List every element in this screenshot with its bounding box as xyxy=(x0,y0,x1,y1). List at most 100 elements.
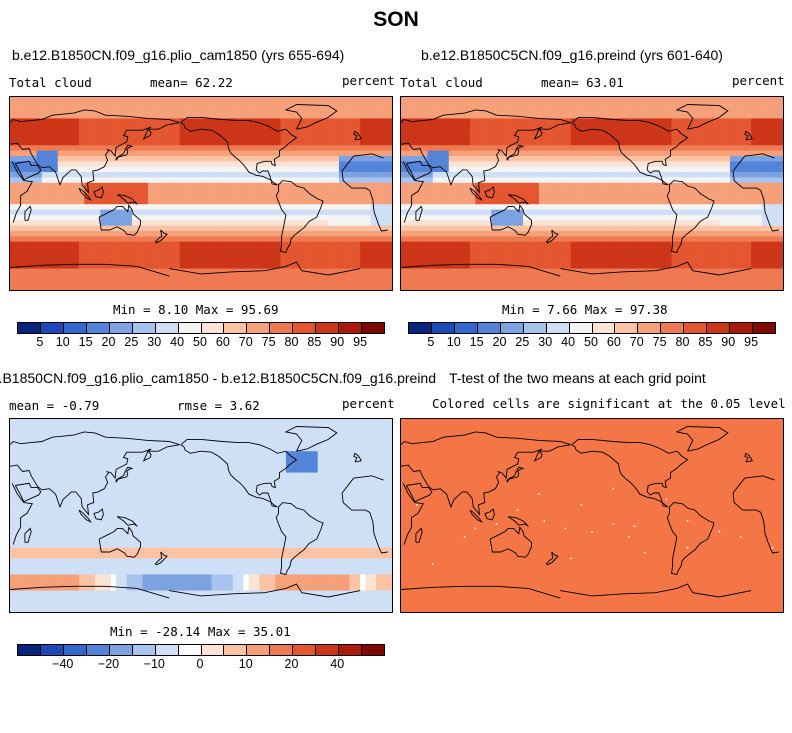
field-cell xyxy=(147,118,154,125)
field-cell xyxy=(132,139,138,146)
field-cell xyxy=(10,155,16,162)
field-cell xyxy=(20,193,27,200)
field-cell xyxy=(333,220,340,226)
field-cell xyxy=(533,150,540,157)
field-cell xyxy=(254,247,260,253)
field-cell xyxy=(692,145,699,151)
field-cell xyxy=(227,247,234,253)
field-cell xyxy=(650,161,656,167)
field-cell xyxy=(634,161,641,167)
field-cell xyxy=(416,188,423,194)
field-cell xyxy=(126,214,133,221)
field-cell xyxy=(338,97,345,103)
field-cell xyxy=(201,161,207,167)
field-cell xyxy=(248,284,255,290)
field-cell xyxy=(190,145,196,151)
field-cell xyxy=(238,247,244,253)
field-cell xyxy=(411,204,418,210)
field-cell xyxy=(132,97,138,103)
field-cell xyxy=(105,155,112,162)
field-cell xyxy=(491,155,497,162)
field-cell xyxy=(312,241,319,248)
field-cell xyxy=(142,188,149,194)
field-cell xyxy=(570,172,577,178)
field-cell xyxy=(533,102,540,109)
field-cell xyxy=(549,172,556,178)
field-cell xyxy=(238,113,244,119)
field-cell xyxy=(291,231,297,237)
field-cell xyxy=(105,204,112,210)
field-cell xyxy=(317,209,324,216)
field-cell xyxy=(121,107,128,114)
field-cell xyxy=(528,118,534,125)
colorbar-cell-7 xyxy=(178,323,202,333)
field-cell xyxy=(745,155,752,162)
field-cell xyxy=(464,209,471,216)
field-cell xyxy=(142,247,149,253)
field-cell xyxy=(169,155,175,162)
field-cell xyxy=(333,113,340,119)
field-cell xyxy=(317,284,324,290)
field-cell xyxy=(142,214,149,221)
field-cell xyxy=(238,182,244,189)
field-cell xyxy=(179,257,186,264)
field-cell xyxy=(360,279,366,285)
field-cell xyxy=(475,225,481,232)
field-cell xyxy=(259,155,265,162)
field-cell xyxy=(174,220,181,226)
field-cell xyxy=(586,247,593,253)
field-cell xyxy=(512,225,519,232)
field-cell xyxy=(333,129,340,135)
field-cell xyxy=(485,182,492,189)
field-cell xyxy=(211,225,218,232)
field-cell xyxy=(73,236,80,243)
field-cell xyxy=(317,279,324,285)
field-cell xyxy=(735,113,741,119)
field-cell xyxy=(464,150,471,157)
field-cell xyxy=(523,97,529,103)
field-cell xyxy=(570,145,577,151)
field-cell xyxy=(560,166,566,173)
field-cell xyxy=(365,252,372,259)
field-cell xyxy=(496,204,503,210)
field-cell xyxy=(349,263,356,269)
panel2-cloud-field xyxy=(401,97,783,290)
field-cell xyxy=(354,198,361,205)
field-cell xyxy=(312,161,319,167)
field-cell xyxy=(36,236,43,243)
field-cell xyxy=(248,155,255,162)
field-cell xyxy=(745,166,752,173)
field-cell xyxy=(698,145,704,151)
field-cell xyxy=(645,225,651,232)
field-cell xyxy=(179,198,186,205)
field-cell xyxy=(78,241,85,248)
field-cell xyxy=(333,204,340,210)
field-cell xyxy=(464,188,471,194)
field-cell xyxy=(528,155,534,162)
field-cell xyxy=(328,236,334,243)
field-cell xyxy=(317,150,324,157)
field-cell xyxy=(376,279,382,285)
field-cell xyxy=(89,193,96,200)
field-cell xyxy=(443,247,450,253)
field-cell xyxy=(317,123,324,130)
field-cell xyxy=(89,166,96,173)
field-cell xyxy=(222,172,228,178)
field-cell xyxy=(360,177,366,184)
field-cell xyxy=(523,166,529,173)
field-cell xyxy=(724,134,731,141)
field-cell xyxy=(623,247,630,253)
field-cell xyxy=(454,204,460,210)
field-cell xyxy=(597,129,603,135)
field-cell xyxy=(153,161,159,167)
field-cell xyxy=(147,263,154,269)
field-cell xyxy=(629,220,635,226)
field-cell xyxy=(576,198,582,205)
field-cell xyxy=(169,118,175,125)
field-cell xyxy=(698,113,704,119)
field-cell xyxy=(687,247,694,253)
field-cell xyxy=(671,241,678,248)
field-cell xyxy=(485,102,492,109)
field-cell xyxy=(338,107,345,114)
field-cell xyxy=(349,113,356,119)
